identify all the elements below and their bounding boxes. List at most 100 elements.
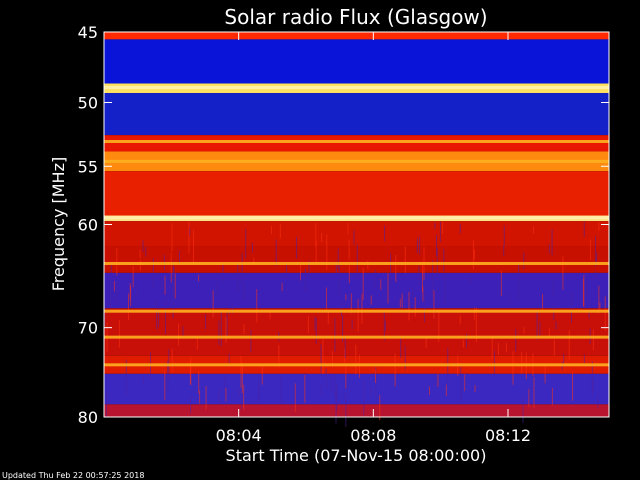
noise-streak [551,387,553,406]
noise-streak [178,250,180,265]
noise-streak [404,246,406,273]
bright-line [104,335,609,339]
noise-streak [142,240,144,252]
noise-streak [171,348,173,373]
noise-streak [437,374,439,387]
noise-streak [216,282,218,295]
noise-streak [110,264,112,274]
noise-streak [387,273,389,304]
noise-streak [436,248,438,275]
noise-streak [400,337,402,359]
noise-streak [462,339,464,348]
spectrum-band [104,308,609,356]
noise-streak [315,241,317,265]
noise-streak [170,252,172,283]
noise-streak [241,362,243,394]
noise-streak [225,316,227,344]
noise-streak [598,285,600,314]
noise-streak [104,306,106,327]
noise-streak [294,383,296,412]
noise-streak [416,246,418,254]
noise-streak [253,257,255,264]
noise-streak [252,396,254,404]
noise-streak [470,277,472,285]
noise-streak [459,315,461,325]
noise-streak [416,238,418,248]
noise-streak [320,344,322,374]
noise-streak [491,337,493,359]
noise-streak [279,224,281,239]
bright-line [104,159,609,163]
noise-streak [353,230,355,245]
noise-streak [109,280,111,308]
noise-streak [436,234,438,256]
noise-streak [548,243,550,254]
noise-streak [404,345,406,370]
noise-streak [158,308,160,328]
noise-streak [591,361,593,396]
noise-streak [167,360,169,394]
noise-streak [304,374,306,403]
noise-streak [338,265,340,295]
x-tick-label: 08:08 [350,426,396,445]
noise-streak [285,265,287,279]
noise-streak [379,395,381,421]
noise-streak [225,387,227,402]
noise-streak [241,252,243,285]
y-tick-label: 55 [78,157,98,176]
noise-streak [523,326,525,334]
spectrum-band [104,171,609,216]
noise-streak [196,336,198,350]
y-tick-label: 80 [78,408,98,427]
noise-streak [174,273,176,299]
noise-streak [164,275,166,295]
noise-streak [198,371,200,394]
noise-streak [335,391,337,424]
noise-streak [218,320,220,345]
noise-streak [325,368,327,389]
noise-streak [533,226,535,234]
noise-streak [401,293,403,308]
noise-streak [562,255,564,290]
noise-streak [533,377,535,408]
updated-timestamp: Updated Thu Feb 22 00:57:25 2018 [2,471,144,480]
noise-streak [336,384,338,411]
noise-streak [228,353,230,363]
noise-streak [113,280,115,292]
noise-streak [439,221,441,243]
noise-streak [375,270,377,287]
noise-streak [432,260,434,296]
noise-streak [395,254,397,283]
noise-streak [314,316,316,330]
noise-streak [190,394,192,414]
noise-streak [245,229,247,259]
noise-streak [128,293,130,321]
noise-streak [412,288,414,298]
noise-streak [500,270,502,297]
spectrum-band [104,93,609,136]
noise-streak [256,289,258,323]
noise-streak [384,320,386,331]
noise-streak [199,390,201,404]
noise-streak [370,295,372,305]
noise-streak [355,344,357,375]
noise-streak [568,330,570,360]
noise-streak [425,336,427,349]
noise-streak [269,310,271,320]
noise-streak [295,237,297,259]
noise-streak [503,225,505,246]
noise-streak [592,378,594,392]
noise-streak [512,351,514,385]
noise-streak [188,221,190,253]
noise-streak [474,249,476,260]
noise-streak [362,267,364,300]
x-tick-label: 08:12 [485,426,531,445]
noise-streak [518,263,520,299]
noise-streak [198,274,200,282]
noise-streak [320,383,322,395]
noise-streak [551,229,553,256]
bright-line [104,261,609,265]
noise-streak [189,227,191,237]
noise-streak [270,225,272,234]
noise-streak [473,307,475,321]
